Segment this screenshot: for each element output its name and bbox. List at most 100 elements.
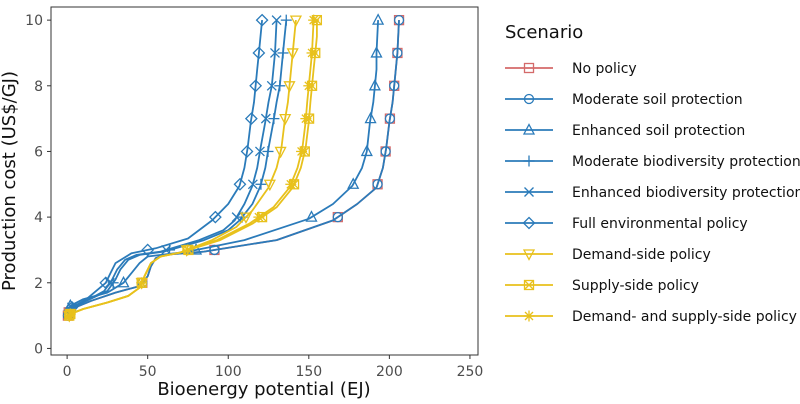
legend-label: Supply-side policy (572, 278, 699, 294)
data-point (253, 211, 265, 223)
data-point (360, 144, 373, 157)
data-point (249, 79, 263, 93)
data-point (260, 113, 271, 124)
legend-label: Enhanced soil protection (572, 123, 745, 139)
series-demand-and-supply-side-policy (63, 14, 320, 322)
data-point (208, 210, 222, 224)
legend-label: Moderate soil protection (572, 92, 743, 108)
data-point (266, 80, 277, 91)
data-point (285, 178, 297, 190)
x-tick-label: 150 (295, 364, 322, 380)
data-point (280, 14, 292, 26)
data-point (255, 13, 269, 27)
data-point (239, 212, 253, 225)
data-point (231, 212, 242, 223)
series-group (62, 13, 405, 323)
x-axis-title: Bioenergy potential (EJ) (157, 379, 370, 400)
data-point (283, 81, 296, 93)
data-point (64, 308, 76, 320)
y-tick-label: 8 (34, 79, 43, 95)
data-point (286, 48, 299, 60)
y-axis-ticks: 0 2 4 6 8 10 (25, 13, 51, 357)
legend-item-enhanced-biodiversity-protection: Enhanced biodiversity protection (505, 185, 800, 201)
plot-panel (50, 6, 479, 356)
y-axis-title: Production cost (US$/GJ) (0, 71, 20, 291)
x-tick-label: 0 (63, 364, 72, 380)
legend-label: Demand-side policy (572, 247, 711, 263)
y-tick-label: 2 (34, 276, 43, 292)
data-point (393, 14, 405, 26)
data-point (182, 244, 194, 256)
legend: No policy Moderate soil protection Enhance… (505, 61, 800, 325)
data-point (372, 179, 383, 190)
data-point (392, 47, 403, 59)
data-point (263, 179, 276, 192)
data-point (347, 177, 360, 189)
data-point (244, 112, 258, 126)
legend-item-no-policy: No policy (505, 61, 637, 77)
data-point (247, 179, 258, 190)
data-point (332, 211, 343, 223)
x-tick-label: 200 (376, 364, 403, 380)
legend-key-marker (522, 249, 536, 261)
data-point (268, 113, 280, 125)
series-full-environmental-policy (65, 13, 269, 314)
legend-label: Demand- and supply-side policy (572, 309, 797, 325)
data-point (277, 47, 289, 59)
series-line (66, 20, 400, 320)
legend-item-supply-side-policy: Supply-side policy (505, 278, 699, 294)
legend-key-marker (523, 279, 535, 291)
data-point (274, 146, 287, 159)
legend-item-enhanced-soil-protection: Enhanced soil protection (505, 123, 745, 139)
y-tick-label: 0 (34, 341, 43, 357)
y-tick-label: 10 (25, 13, 43, 29)
data-point (262, 145, 274, 157)
x-tick-label: 250 (457, 364, 484, 380)
data-point (306, 47, 318, 59)
data-point (389, 80, 400, 91)
x-axis-ticks: 0 50 100 150 200 250 (63, 355, 484, 380)
legend-key-marker (523, 310, 535, 322)
series-enhanced-soil-protection (64, 13, 385, 313)
legend-key-marker (523, 62, 535, 74)
data-point (303, 80, 315, 92)
legend-label: No policy (572, 61, 637, 77)
data-point (233, 177, 247, 191)
legend-label: Full environmental policy (572, 216, 748, 232)
y-tick-label: 6 (34, 144, 43, 160)
data-point (296, 145, 308, 157)
data-point (370, 46, 383, 58)
legend-title: Scenario (505, 22, 583, 43)
legend-key-marker (524, 187, 534, 197)
data-point (99, 276, 113, 290)
legend-key-marker (523, 155, 535, 167)
legend-label: Moderate biodiversity protection (572, 154, 800, 170)
legend-key-marker (523, 93, 535, 105)
data-point (274, 80, 286, 92)
legend-item-demand-side-policy: Demand-side policy (505, 247, 711, 263)
data-point (240, 145, 254, 158)
data-point (271, 15, 282, 26)
data-point (289, 15, 302, 28)
data-point (255, 178, 267, 190)
data-point (368, 78, 381, 91)
data-point (141, 243, 155, 257)
data-point (305, 210, 318, 222)
legend-label: Enhanced biodiversity protection (572, 185, 800, 201)
x-tick-label: 100 (215, 364, 242, 380)
data-point (117, 275, 130, 288)
data-point (384, 113, 396, 124)
data-point (254, 146, 265, 157)
legend-key-marker (522, 123, 536, 135)
data-point (380, 146, 391, 157)
data-point (372, 13, 385, 25)
y-tick-label: 4 (34, 210, 43, 226)
legend-key-marker (522, 216, 536, 230)
legend-item-demand-and-supply-side-policy: Demand- and supply-side policy (505, 309, 797, 325)
data-point (279, 113, 292, 126)
data-point (364, 111, 377, 124)
data-point (308, 14, 320, 26)
